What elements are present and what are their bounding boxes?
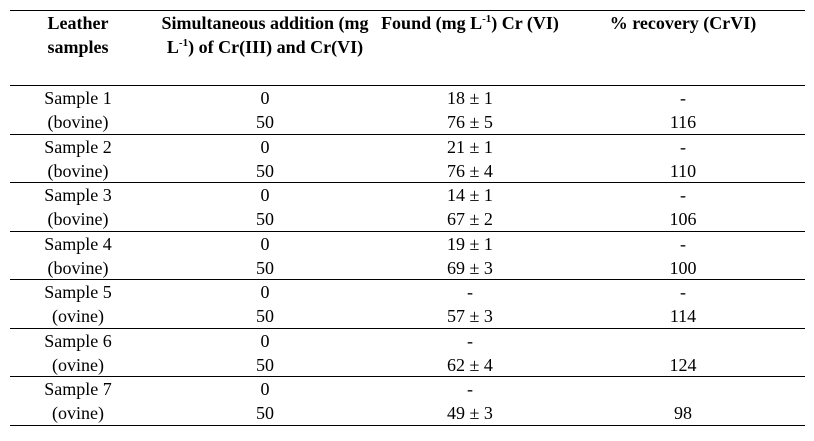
header-superscript: -1 <box>482 13 492 25</box>
sample-kind: (ovine) <box>52 306 104 326</box>
table-cell: 0 <box>260 185 270 205</box>
table-cell: - <box>680 136 686 157</box>
table-cell: 67 ± 2 <box>447 209 493 229</box>
sample-kind: (ovine) <box>52 403 104 423</box>
header-cell: Leather samples <box>23 11 133 59</box>
table-cell: 0 <box>260 136 270 157</box>
table-cell: 50 <box>256 306 274 326</box>
sample-name: Sample 5 <box>44 282 112 302</box>
sample-kind: (bovine) <box>47 209 109 229</box>
header-text: ) of Cr(III) and Cr(VI) <box>188 37 364 57</box>
sample-name: Sample 3 <box>44 185 112 205</box>
table-cell: 18 ± 1 <box>447 88 493 108</box>
table-cell: 21 ± 1 <box>447 136 493 157</box>
table-cell: 0 <box>260 233 270 254</box>
table-rule <box>10 133 805 135</box>
sample-name: Sample 6 <box>44 330 112 351</box>
table-rule <box>10 230 805 232</box>
table-cell: - <box>680 282 686 302</box>
table-cell: 50 <box>256 403 274 423</box>
table-cell: 19 ± 1 <box>447 233 493 254</box>
table-cell: 14 ± 1 <box>447 185 493 205</box>
sample-kind: (bovine) <box>47 257 109 278</box>
sample-name: Sample 1 <box>44 88 112 108</box>
table-rule <box>10 10 805 11</box>
table-cell: 69 ± 3 <box>447 257 493 278</box>
header-cell: % recovery (CrVI) <box>573 11 793 35</box>
table-cell: 57 ± 3 <box>447 306 493 326</box>
table-cell: - <box>680 88 686 108</box>
table-rule <box>10 327 805 329</box>
table-rule <box>10 376 805 377</box>
table-cell: - <box>467 330 473 351</box>
table-cell: 114 <box>669 306 697 326</box>
table-cell: 98 <box>674 403 692 423</box>
table-cell: 116 <box>669 112 697 132</box>
table-cell: 50 <box>256 209 274 229</box>
sample-kind: (bovine) <box>47 112 109 132</box>
header-text: % recovery (CrVI) <box>609 13 757 33</box>
table-cell: - <box>467 379 473 399</box>
table-cell: - <box>680 185 686 205</box>
table-rule <box>10 279 805 280</box>
table-cell: 0 <box>260 379 270 399</box>
sample-name: Sample 7 <box>44 379 112 399</box>
table-rule <box>10 182 805 183</box>
table-rule <box>10 424 805 426</box>
header-text: Simultaneous addition (mg L <box>161 13 369 57</box>
table-cell: - <box>680 233 686 254</box>
table-cell: 76 ± 4 <box>447 160 493 181</box>
sample-name: Sample 4 <box>44 233 112 254</box>
table-cell: 50 <box>256 112 274 132</box>
sample-kind: (ovine) <box>52 354 104 375</box>
table-rule <box>10 85 805 86</box>
table-cell: 62 ± 4 <box>447 354 493 375</box>
table-cell: 76 ± 5 <box>447 112 493 132</box>
sample-name: Sample 2 <box>44 136 112 157</box>
table-cell: 106 <box>669 209 697 229</box>
table-cell: 110 <box>669 160 697 181</box>
header-text: Found (mg L <box>381 13 483 33</box>
table-cell: 50 <box>256 257 274 278</box>
table-cell: 0 <box>260 330 270 351</box>
table-cell: 50 <box>256 160 274 181</box>
table-cell: 124 <box>669 354 697 375</box>
table-cell: 0 <box>260 88 270 108</box>
header-text: Leather samples <box>47 13 109 57</box>
header-text: ) Cr (VI) <box>491 13 559 33</box>
header-superscript: -1 <box>178 37 189 49</box>
sample-kind: (bovine) <box>47 160 109 181</box>
table-cell: 100 <box>669 257 697 278</box>
table-cell: 49 ± 3 <box>447 403 493 423</box>
table-cell: 50 <box>256 354 274 375</box>
table-cell: 0 <box>260 282 270 302</box>
table-cell: - <box>467 282 473 302</box>
header-cell: Simultaneous addition (mg L-1) of Cr(III… <box>158 11 373 59</box>
header-cell: Found (mg L-1) Cr (VI) <box>380 11 560 35</box>
